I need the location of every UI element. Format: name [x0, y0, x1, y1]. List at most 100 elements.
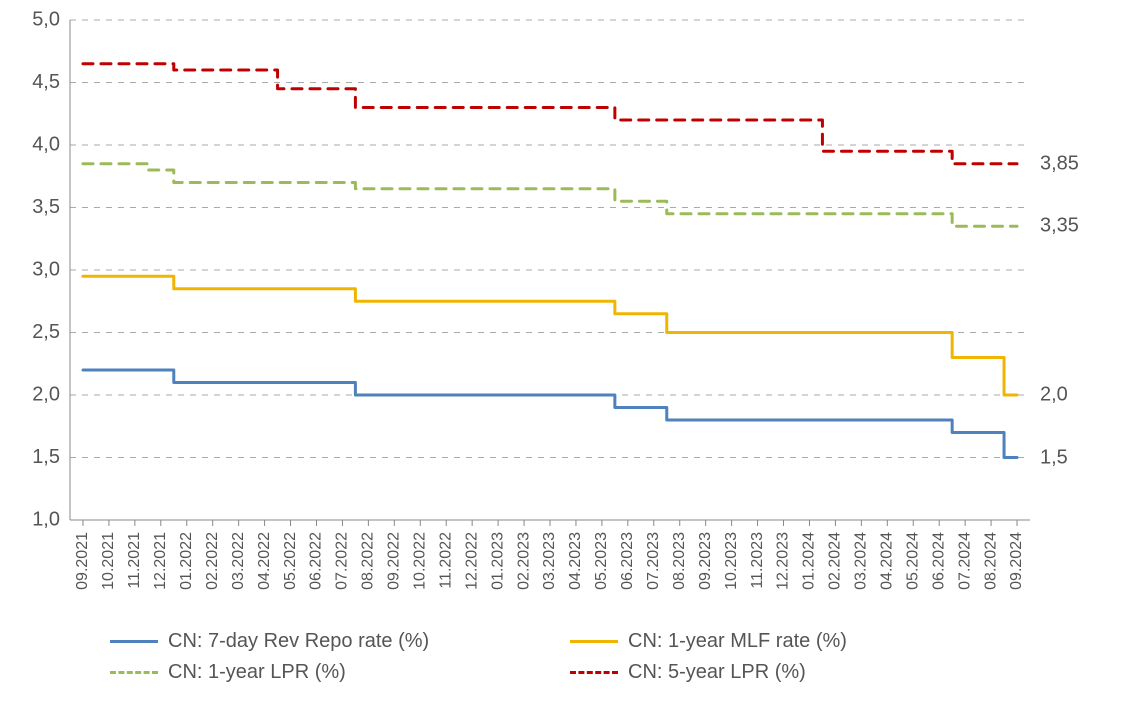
x-tick-label: 01.2024 [801, 532, 818, 590]
x-tick-label-group: 07.2024 [956, 532, 973, 590]
x-tick-label: 08.2023 [671, 532, 688, 590]
x-tick-label: 10.2022 [411, 532, 428, 590]
legend-swatch-lpr5y [570, 671, 618, 674]
x-tick-label: 12.2021 [152, 532, 169, 590]
end-label-repo: 1,5 [1040, 446, 1068, 469]
x-tick-label-group: 03.2024 [853, 532, 870, 590]
series-lpr1y [83, 164, 1017, 227]
series-repo [83, 370, 1017, 458]
chart-container: 1,0 1,5 2,0 2,5 3,0 3,5 4,0 4,5 5,0 09.2021 10.202… [0, 0, 1140, 705]
legend-swatch-mlf [570, 640, 618, 643]
x-tick-label-group: 11.2021 [126, 532, 143, 589]
x-tick-label: 05.2023 [593, 532, 610, 590]
x-tick-label: 08.2022 [360, 532, 377, 590]
x-tick-label: 11.2021 [126, 532, 143, 589]
x-tick-label: 06.2024 [930, 532, 947, 590]
x-tick-label: 09.2023 [697, 532, 714, 590]
legend-label-mlf: CN: 1-year MLF rate (%) [628, 630, 847, 653]
x-tick-label: 01.2023 [489, 532, 506, 590]
x-tick-label-group: 09.2022 [386, 532, 403, 590]
x-tick-label: 04.2022 [256, 532, 273, 590]
x-tick-label: 06.2022 [308, 532, 325, 590]
legend: CN: 7-day Rev Repo rate (%) CN: 1-year ML… [110, 630, 1030, 684]
y-tick-label: 5,0 [32, 8, 60, 30]
x-tick-label: 11.2023 [749, 532, 766, 589]
x-tick-label-group: 02.2023 [515, 532, 532, 590]
x-tick-label-group: 08.2024 [982, 532, 999, 590]
series-lpr5y [83, 64, 1017, 164]
x-tick-label-group: 03.2022 [230, 532, 247, 590]
x-tick-label: 11.2022 [437, 532, 454, 589]
x-tick-label-group: 08.2022 [360, 532, 377, 590]
x-tick-label: 07.2024 [956, 532, 973, 590]
y-tick-label: 2,0 [32, 383, 60, 405]
x-tick-label-group: 12.2023 [775, 532, 792, 590]
x-tick-label: 09.2021 [74, 532, 91, 590]
x-tick-label-group: 06.2023 [619, 532, 636, 590]
x-tick-label-group: 09.2024 [1008, 532, 1025, 590]
legend-label-lpr1y: CN: 1-year LPR (%) [168, 661, 346, 684]
x-tick-label-group: 04.2022 [256, 532, 273, 590]
x-tick-label-group: 02.2022 [204, 532, 221, 590]
x-tick-label: 08.2024 [982, 532, 999, 590]
x-tick-label-group: 12.2022 [463, 532, 480, 590]
legend-item-lpr5y: CN: 5-year LPR (%) [570, 661, 990, 684]
x-tick-label-group: 08.2023 [671, 532, 688, 590]
x-tick-label-group: 10.2023 [723, 532, 740, 590]
legend-label-repo: CN: 7-day Rev Repo rate (%) [168, 630, 429, 653]
y-tick-label: 1,0 [32, 508, 60, 530]
x-tick-label-group: 02.2024 [827, 532, 844, 590]
series-mlf [83, 276, 1017, 395]
x-tick-label: 03.2023 [541, 532, 558, 590]
legend-item-lpr1y: CN: 1-year LPR (%) [110, 661, 530, 684]
x-tick-label-group: 06.2024 [930, 532, 947, 590]
x-tick-label-group: 01.2024 [801, 532, 818, 590]
x-tick-label-group: 07.2022 [334, 532, 351, 590]
end-label-lpr5y: 3,85 [1040, 152, 1079, 175]
x-tick-label-group: 07.2023 [645, 532, 662, 590]
x-tick-label-group: 09.2021 [74, 532, 91, 590]
x-tick-label: 04.2024 [879, 532, 896, 590]
y-tick-label: 3,0 [32, 258, 60, 280]
x-tick-label: 05.2024 [904, 532, 921, 590]
x-tick-label-group: 11.2022 [437, 532, 454, 589]
x-tick-label: 07.2022 [334, 532, 351, 590]
x-tick-label-group: 01.2023 [489, 532, 506, 590]
x-tick-label: 09.2024 [1008, 532, 1025, 590]
x-tick-label: 09.2022 [386, 532, 403, 590]
line-chart: 1,0 1,5 2,0 2,5 3,0 3,5 4,0 4,5 5,0 09.2021 10.202… [0, 0, 1140, 705]
legend-item-mlf: CN: 1-year MLF rate (%) [570, 630, 990, 653]
x-tick-label: 07.2023 [645, 532, 662, 590]
x-tick-label: 03.2022 [230, 532, 247, 590]
y-tick-label: 1,5 [32, 446, 60, 468]
x-tick-label-group: 10.2022 [411, 532, 428, 590]
x-tick-label: 06.2023 [619, 532, 636, 590]
y-tick-label: 2,5 [32, 321, 60, 343]
x-tick-label: 02.2024 [827, 532, 844, 590]
x-tick-label: 01.2022 [178, 532, 195, 590]
x-tick-label: 12.2022 [463, 532, 480, 590]
x-tick-label: 02.2022 [204, 532, 221, 590]
x-tick-label: 10.2021 [100, 532, 117, 590]
y-tick-label: 4,5 [32, 71, 60, 93]
x-tick-label-group: 12.2021 [152, 532, 169, 590]
y-tick-label: 4,0 [32, 133, 60, 155]
legend-label-lpr5y: CN: 5-year LPR (%) [628, 661, 806, 684]
x-tick-label: 04.2023 [567, 532, 584, 590]
legend-swatch-lpr1y [110, 671, 158, 674]
x-tick-label-group: 05.2022 [282, 532, 299, 590]
x-tick-label-group: 04.2023 [567, 532, 584, 590]
x-tick-label-group: 03.2023 [541, 532, 558, 590]
y-tick-label: 3,5 [32, 196, 60, 218]
x-tick-label-group: 11.2023 [749, 532, 766, 589]
end-label-lpr1y: 3,35 [1040, 215, 1079, 238]
x-tick-label-group: 05.2023 [593, 532, 610, 590]
legend-item-repo: CN: 7-day Rev Repo rate (%) [110, 630, 530, 653]
x-tick-label: 12.2023 [775, 532, 792, 590]
x-tick-label: 02.2023 [515, 532, 532, 590]
x-tick-label: 10.2023 [723, 532, 740, 590]
x-tick-label-group: 09.2023 [697, 532, 714, 590]
x-tick-label: 03.2024 [853, 532, 870, 590]
x-tick-label-group: 01.2022 [178, 532, 195, 590]
x-tick-label-group: 06.2022 [308, 532, 325, 590]
